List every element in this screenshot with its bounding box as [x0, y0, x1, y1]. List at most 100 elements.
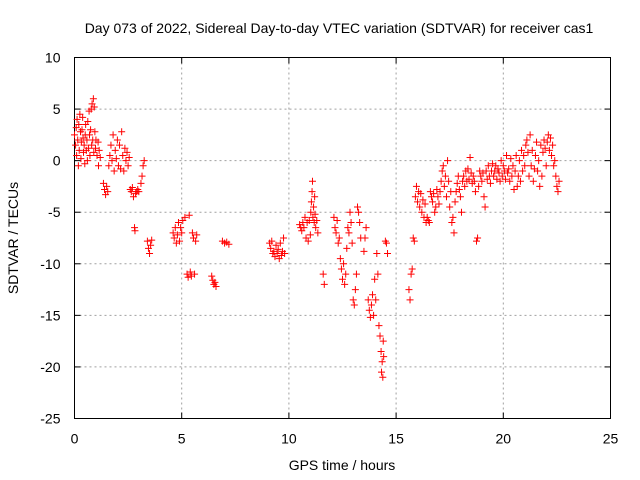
data-point: [111, 146, 119, 154]
data-point: [444, 157, 452, 165]
data-point: [464, 165, 472, 173]
data-point: [536, 182, 544, 190]
data-point: [522, 141, 530, 149]
data-point: [527, 162, 535, 170]
data-point: [511, 167, 519, 175]
data-point: [535, 157, 543, 165]
data-point: [504, 169, 512, 177]
data-point: [333, 216, 341, 224]
data-point: [486, 179, 494, 187]
data-point: [449, 213, 457, 221]
data-point: [340, 260, 348, 268]
data-point: [332, 229, 340, 237]
data-point: [92, 144, 100, 152]
data-point: [96, 154, 104, 162]
data-point: [88, 141, 96, 149]
data-point: [312, 224, 320, 232]
y-tick-label: -25: [40, 411, 60, 427]
data-point: [71, 131, 78, 139]
y-tick-label: 5: [53, 101, 61, 117]
data-point: [365, 306, 373, 314]
data-point: [531, 151, 539, 159]
data-point: [375, 322, 383, 330]
data-point: [131, 227, 139, 235]
data-point: [108, 157, 116, 165]
data-point: [439, 162, 447, 170]
data-point: [320, 280, 328, 288]
data-point: [446, 203, 454, 211]
plot-frame: [74, 57, 611, 419]
data-point: [380, 353, 388, 361]
data-point: [119, 151, 127, 159]
data-point: [499, 162, 507, 170]
data-point: [553, 182, 561, 190]
data-point: [379, 337, 387, 345]
data-point: [515, 157, 523, 165]
data-point: [367, 301, 375, 309]
data-point: [384, 249, 392, 257]
data-point: [520, 151, 528, 159]
data-point: [521, 162, 529, 170]
data-point: [330, 213, 338, 221]
data-point: [448, 219, 456, 227]
data-point: [186, 268, 194, 276]
data-point: [501, 175, 509, 183]
data-point: [140, 157, 148, 165]
data-point: [516, 177, 524, 185]
data-point: [77, 155, 85, 163]
data-point: [414, 198, 422, 206]
data-point: [473, 237, 480, 245]
x-tick-label: 15: [388, 431, 404, 447]
data-point: [466, 154, 474, 162]
data-point: [107, 141, 115, 149]
data-point: [554, 188, 562, 196]
data-point: [339, 275, 346, 283]
data-point: [118, 128, 126, 136]
data-point: [105, 162, 113, 170]
data-point: [80, 141, 88, 149]
data-point: [94, 138, 102, 146]
data-point: [300, 224, 308, 232]
data-point: [208, 272, 216, 280]
data-point: [280, 234, 288, 242]
data-point: [354, 203, 362, 211]
data-point: [434, 193, 442, 201]
data-point: [276, 239, 284, 247]
data-point: [513, 182, 521, 190]
data-point: [334, 239, 342, 247]
data-point: [192, 237, 200, 245]
data-point: [431, 208, 439, 216]
data-point: [273, 249, 281, 257]
data-point: [305, 216, 313, 224]
data-point: [178, 229, 186, 237]
data-point: [538, 172, 546, 180]
data-point: [430, 190, 438, 198]
data-point: [83, 157, 91, 165]
data-point: [382, 239, 390, 247]
data-point: [425, 219, 433, 227]
data-point: [272, 241, 280, 249]
data-point: [311, 210, 319, 218]
data-point: [510, 186, 518, 194]
data-point: [109, 131, 117, 139]
data-point: [307, 198, 315, 206]
data-point: [79, 113, 87, 121]
data-point: [87, 126, 95, 134]
data-point: [494, 165, 502, 173]
data-point: [137, 179, 145, 187]
data-point: [373, 249, 381, 257]
data-point: [314, 229, 322, 237]
y-axis-label: SDTVAR / TECUs: [5, 182, 21, 294]
data-point: [552, 172, 560, 180]
data-point: [541, 144, 549, 152]
data-point: [524, 148, 532, 156]
data-point: [306, 231, 314, 239]
data-point: [364, 296, 372, 304]
data-point: [170, 234, 178, 242]
data-point: [498, 172, 506, 180]
data-point: [362, 224, 370, 232]
data-point: [474, 234, 482, 242]
data-point: [533, 138, 541, 146]
data-point: [313, 216, 321, 224]
